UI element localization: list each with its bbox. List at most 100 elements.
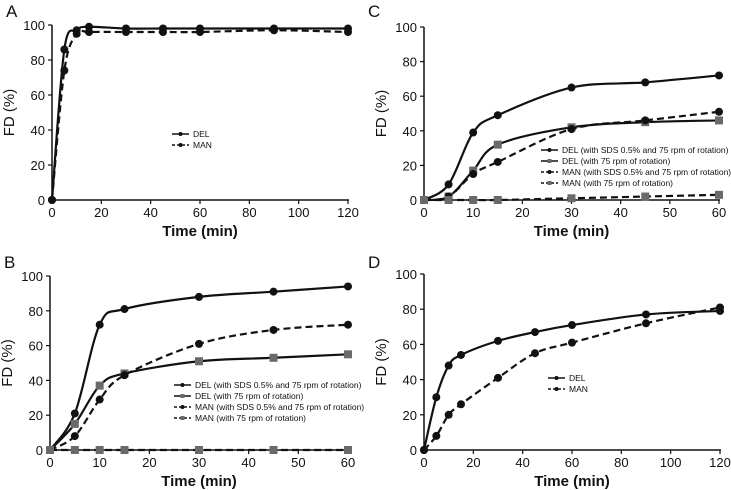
- data-point: [444, 410, 453, 419]
- legend-label: DEL (with 75 rpm of rotation): [195, 391, 304, 401]
- x-tick-label: 0: [420, 205, 427, 220]
- legend-label: DEL (with SDS 0.5% and 75 rpm of rotatio…: [562, 145, 729, 155]
- data-point: [715, 107, 723, 116]
- data-point: [344, 28, 352, 36]
- y-tick-label: 100: [395, 267, 417, 282]
- x-tick-label: 100: [660, 455, 682, 470]
- y-tick-label: 100: [21, 269, 43, 284]
- data-point: [432, 393, 441, 402]
- x-tick-label: 0: [420, 455, 427, 470]
- legend-label: DEL: [193, 129, 210, 139]
- data-point: [567, 83, 576, 92]
- series-0: [48, 22, 352, 204]
- data-point: [195, 339, 203, 348]
- x-axis-label: Time (min): [162, 223, 238, 240]
- data-point: [641, 192, 650, 201]
- x-tick-label: 50: [663, 205, 677, 220]
- data-point: [420, 196, 428, 204]
- data-point: [195, 292, 203, 301]
- data-point: [95, 320, 104, 329]
- x-tick-label: 40: [613, 205, 627, 220]
- legend-label: DEL: [569, 373, 586, 383]
- legend-label: MAN: [193, 140, 212, 150]
- data-point: [120, 305, 129, 314]
- x-tick-label: 20: [142, 455, 156, 470]
- data-point: [494, 336, 502, 345]
- panel-label: A: [6, 2, 18, 21]
- data-point: [70, 409, 79, 418]
- data-point: [344, 282, 352, 291]
- data-point: [95, 395, 104, 404]
- data-point: [432, 431, 441, 440]
- legend-label: MAN (with 75 rpm of rotation): [195, 413, 306, 423]
- x-tick-label: 20: [466, 455, 480, 470]
- x-tick-label: 60: [193, 205, 207, 220]
- y-axis-label: FD (%): [373, 90, 390, 138]
- legend-item: MAN: [172, 140, 212, 150]
- y-tick-label: 100: [23, 18, 45, 33]
- data-point: [85, 28, 93, 36]
- x-tick-label: 20: [515, 205, 529, 220]
- legend-marker: [178, 143, 183, 147]
- data-point: [716, 303, 724, 312]
- data-point: [469, 128, 478, 137]
- x-tick-label: 40: [241, 455, 255, 470]
- data-point: [159, 28, 167, 36]
- legend-marker: [547, 148, 552, 152]
- legend-marker: [180, 416, 185, 420]
- x-axis-label: Time (min): [534, 473, 610, 490]
- data-point: [715, 116, 723, 125]
- data-point: [269, 287, 278, 296]
- y-tick-label: 20: [403, 158, 417, 173]
- data-point: [95, 381, 104, 390]
- data-point: [120, 446, 129, 454]
- y-tick-label: 60: [403, 337, 417, 352]
- x-tick-label: 60: [565, 455, 579, 470]
- y-tick-label: 20: [29, 408, 43, 423]
- data-point: [457, 400, 465, 409]
- x-axis-label: Time (min): [161, 473, 237, 490]
- data-point: [469, 196, 478, 204]
- y-tick-label: 80: [403, 302, 417, 317]
- panel-label: D: [368, 253, 380, 272]
- data-point: [344, 350, 352, 359]
- legend-item: DEL (with SDS 0.5% and 75 rpm of rotatio…: [541, 145, 729, 155]
- y-axis-label: FD (%): [1, 89, 18, 137]
- x-tick-label: 0: [46, 455, 53, 470]
- x-tick-label: 40: [143, 205, 157, 220]
- panel-label: B: [4, 253, 15, 272]
- legend-item: MAN (with 75 rpm of rotation): [541, 178, 673, 188]
- data-point: [457, 350, 465, 359]
- legend-marker: [554, 387, 559, 391]
- series-3: [420, 190, 723, 204]
- data-point: [269, 353, 278, 362]
- legend-marker: [547, 159, 552, 163]
- y-tick-label: 60: [31, 88, 45, 103]
- y-tick-label: 80: [403, 55, 417, 70]
- legend-label: MAN (with SDS 0.5% and 75 rpm of rotatio…: [562, 167, 731, 177]
- y-tick-label: 80: [29, 304, 43, 319]
- legend-item: MAN: [548, 384, 588, 394]
- y-tick-label: 20: [403, 408, 417, 423]
- data-point: [195, 446, 203, 454]
- data-point: [269, 446, 278, 454]
- y-tick-label: 20: [31, 158, 45, 173]
- data-point: [72, 29, 81, 38]
- legend-marker: [180, 394, 185, 398]
- y-tick-label: 0: [36, 443, 43, 458]
- x-tick-label: 30: [564, 205, 578, 220]
- x-tick-label: 120: [709, 455, 731, 470]
- data-point: [493, 196, 502, 204]
- data-point: [444, 180, 453, 189]
- x-tick-label: 100: [288, 205, 310, 220]
- data-point: [715, 190, 723, 199]
- series-1: [48, 26, 352, 204]
- x-axis-label: Time (min): [534, 223, 610, 240]
- data-point: [642, 319, 650, 328]
- x-tick-label: 10: [466, 205, 480, 220]
- legend-item: DEL (with SDS 0.5% and 75 rpm of rotatio…: [174, 380, 362, 390]
- x-tick-label: 40: [515, 455, 529, 470]
- legend-label: MAN: [569, 384, 588, 394]
- data-point: [641, 78, 650, 87]
